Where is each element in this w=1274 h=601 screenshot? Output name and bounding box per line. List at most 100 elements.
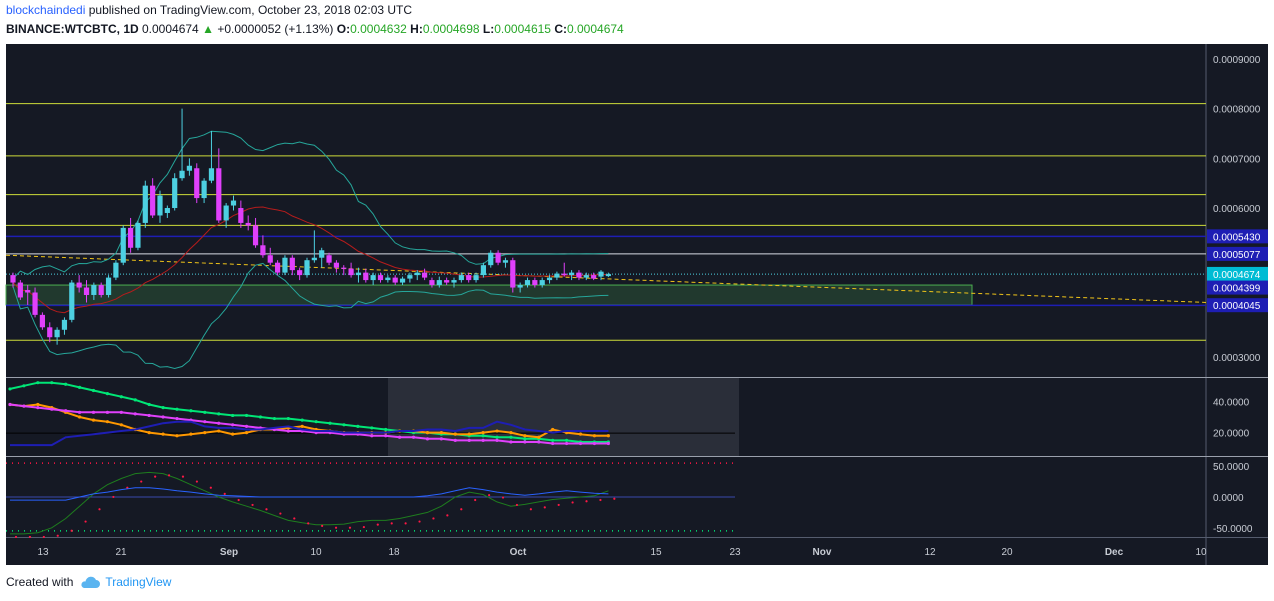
price-label-box [1207, 298, 1268, 313]
candle-body [17, 282, 23, 298]
indicator-point [189, 432, 193, 436]
indicator-point [119, 410, 123, 414]
signal-dot [571, 501, 574, 504]
signal-dot [70, 529, 73, 532]
indicator-point [91, 418, 96, 422]
candle-body [444, 280, 450, 283]
price-label-box [1207, 280, 1268, 295]
signal-dot [28, 535, 32, 539]
candle-body [414, 272, 420, 276]
candle-body [120, 227, 126, 263]
candle-body [546, 277, 553, 281]
candle-body [135, 222, 141, 248]
open-value: 0.0004632 [350, 22, 407, 36]
indicator-point [105, 392, 110, 396]
candle-body [39, 314, 45, 328]
indicator-point [64, 409, 68, 413]
indicator-point [495, 429, 499, 433]
indicator-point [425, 437, 430, 441]
candle-body [370, 275, 376, 281]
indicator-point [36, 402, 40, 407]
signal-dot [432, 517, 435, 520]
indicator-point [286, 429, 290, 433]
indicator-point [578, 432, 583, 436]
oscillator-tick-label: 50.0000 [1213, 462, 1250, 473]
indicator-point [175, 434, 179, 438]
indicator-point [22, 404, 26, 408]
indicator-point [119, 423, 123, 427]
signal-dot [474, 498, 477, 502]
signal-dot [376, 523, 379, 526]
candle-body [524, 280, 531, 286]
indicator-point [300, 424, 304, 428]
indicator-point [161, 406, 165, 410]
indicator-point [147, 402, 151, 407]
time-tick-label: Nov [813, 547, 832, 558]
time-tick-label: 23 [729, 547, 741, 558]
price-tick-label: 0.0009000 [1213, 55, 1261, 66]
time-tick-label: 10 [310, 547, 322, 558]
candle-body [539, 280, 545, 286]
indicator-point [64, 382, 68, 386]
bollinger-upper [12, 130, 609, 279]
time-tick-label: 13 [37, 547, 49, 558]
indicator-point [161, 432, 165, 436]
candle-body [297, 270, 303, 276]
tradingview-link[interactable]: TradingView [79, 575, 171, 589]
indicator-point [147, 413, 151, 418]
indicator-point [147, 431, 151, 435]
candle-body [466, 275, 472, 281]
time-axis[interactable] [6, 537, 1206, 565]
time-tick-label: 20 [1001, 547, 1013, 558]
signal-dot [167, 474, 171, 477]
signal-dot [209, 486, 212, 489]
candle-body [208, 168, 215, 181]
price-panel[interactable] [6, 44, 1206, 377]
indicator-point [467, 432, 471, 436]
price-label-text: 0.0004674 [1213, 270, 1261, 281]
candle-body [32, 292, 38, 315]
signal-dot [599, 498, 602, 502]
price-label-box [1207, 246, 1268, 261]
signal-dot [362, 525, 365, 529]
indicator-point [481, 438, 485, 442]
signal-dot [321, 524, 324, 527]
indicator-point [91, 388, 96, 393]
indicator-point [578, 441, 583, 446]
candle-body [98, 285, 104, 295]
indicator-line [9, 403, 609, 439]
oscillator-tick-label: -50.0000 [1213, 524, 1253, 535]
created-with-label: Created with [6, 575, 74, 589]
candle-body [252, 225, 259, 246]
signal-dot [446, 514, 449, 517]
publish-info: blockchaindedi published on TradingView.… [6, 3, 412, 17]
candle-body [311, 257, 317, 261]
candle-body [267, 255, 273, 263]
candle-body [282, 257, 288, 273]
cloud-icon [81, 576, 101, 588]
candle-body [458, 275, 464, 281]
candle-body [319, 250, 325, 258]
indicator-point [453, 432, 457, 436]
indicator-point [606, 441, 610, 446]
signal-dot [557, 503, 560, 507]
indicator-line [10, 420, 609, 447]
indicator-point [565, 441, 569, 446]
signal-dot [98, 508, 101, 511]
indicator-point [217, 429, 221, 433]
open-label: O: [336, 22, 351, 36]
indicator-point [203, 410, 207, 414]
ohlc-legend: BINANCE:WTCBTC, 1D 0.0004674 ▲ +0.000005… [6, 22, 624, 36]
indicator-point [439, 437, 443, 441]
candle-body [502, 260, 509, 263]
indicator-point [453, 438, 457, 442]
time-tick-label: Dec [1105, 547, 1124, 558]
indicator-point [36, 406, 40, 410]
author-link[interactable]: blockchaindedi [6, 3, 86, 17]
candle-body [10, 275, 16, 283]
indicator-point [551, 427, 555, 432]
low-label: L: [482, 22, 495, 36]
time-tick-label: 12 [924, 547, 936, 558]
indicator-point [523, 440, 527, 444]
